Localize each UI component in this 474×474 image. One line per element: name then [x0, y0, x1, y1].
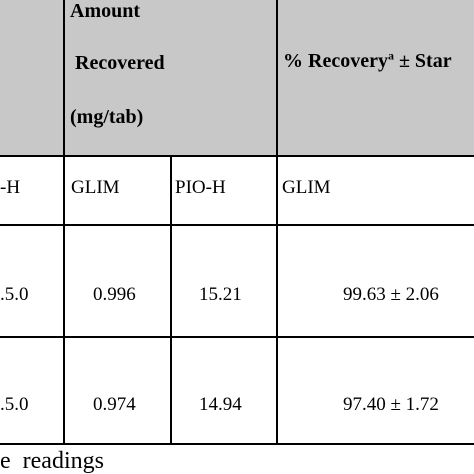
header-amount-line3: (mg/tab)	[70, 106, 144, 128]
footnote: e readings	[0, 448, 104, 474]
table-border-col2-left	[170, 156, 172, 445]
subheader-col0: -H	[0, 177, 21, 198]
table-border-col3-left	[276, 0, 278, 445]
header-background	[0, 0, 474, 156]
row2-recovery: 97.40 ± 1.72	[343, 394, 439, 415]
row1-glim: 0.996	[93, 284, 136, 305]
header-amount-line2: Recovered	[75, 52, 165, 74]
row1-pio-h: 15.21	[199, 284, 242, 305]
header-amount-line1: Amount	[70, 0, 141, 22]
row2-glim: 0.974	[93, 394, 136, 415]
subheader-glim-recovery: GLIM	[282, 177, 331, 198]
row2-pio-h: 14.94	[199, 394, 242, 415]
header-recovery-suffix: ± Star	[393, 50, 452, 72]
header-recovery-prefix: % Recovery	[283, 50, 388, 72]
row1-col0: .5.0	[0, 284, 29, 305]
table-border-col1-left	[63, 0, 65, 445]
header-recovery-superscript: a	[387, 48, 394, 63]
table-border-row1-top	[0, 224, 474, 226]
table-border-row2-top	[0, 336, 474, 338]
table-border-bottom	[0, 443, 474, 445]
header-recovery: % Recoverya ± Star	[283, 48, 452, 72]
subheader-glim: GLIM	[71, 177, 120, 198]
row1-recovery: 99.63 ± 2.06	[343, 284, 439, 305]
row2-col0: .5.0	[0, 394, 29, 415]
subheader-pio-h: PIO-H	[175, 177, 226, 198]
table-border-subheader-top	[0, 155, 474, 157]
